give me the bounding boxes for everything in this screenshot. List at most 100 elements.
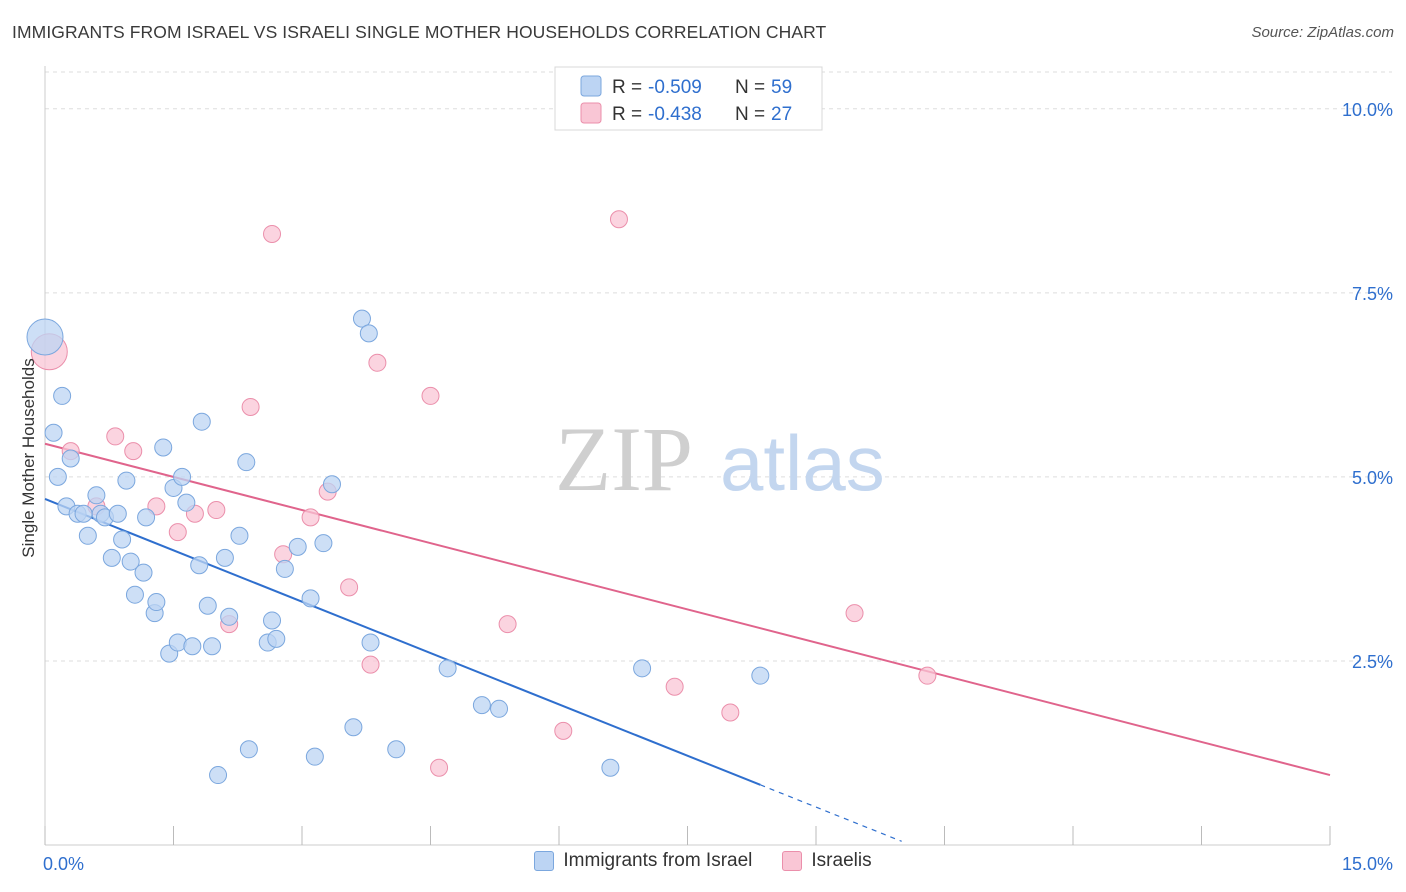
data-point-israel [751, 666, 770, 685]
data-point-israel [209, 766, 228, 785]
trend-line-extension [760, 784, 902, 842]
legend-label-israel: Immigrants from Israel [563, 850, 753, 871]
data-point-israelis [147, 497, 166, 516]
data-point-israel [173, 467, 192, 486]
data-point-israel [288, 537, 307, 556]
data-point-israelis [168, 523, 187, 542]
watermark: ZIP atlas [555, 408, 885, 510]
data-point-israel [26, 318, 64, 356]
data-point-israel [203, 637, 222, 656]
data-point-israel [314, 534, 333, 553]
trend-line [44, 442, 1331, 777]
legend-swatch-israel [534, 851, 555, 871]
legend-r-label: R = [612, 77, 642, 98]
data-point-israel [301, 589, 320, 608]
data-point-israelis [368, 353, 387, 372]
data-point-israelis [207, 501, 226, 520]
data-point-israelis [361, 655, 380, 674]
data-point-israelis [124, 442, 143, 461]
chart-title: IMMIGRANTS FROM ISRAEL VS ISRAELI SINGLE… [12, 22, 827, 42]
legend-n-value: 59 [771, 77, 792, 98]
data-point-israel [183, 637, 202, 656]
data-point-israel [108, 504, 127, 523]
data-point-israel [230, 526, 249, 545]
data-point-israel [147, 593, 166, 612]
legend-swatch-israelis [580, 102, 602, 124]
data-point-israel [190, 556, 209, 575]
data-point-israel [322, 475, 341, 494]
data-point-israel [177, 493, 196, 512]
data-point-israel [305, 747, 324, 766]
data-point-israel [352, 309, 371, 328]
data-point-israel [192, 412, 211, 431]
data-point-israelis [721, 703, 740, 722]
y-axis-label: Single Mother Households [19, 358, 38, 557]
data-point-israelis [665, 677, 684, 696]
data-point-israel [53, 386, 72, 405]
data-point-israel [220, 607, 239, 626]
x-tick-label: 15.0% [1342, 854, 1393, 874]
data-point-israelis [340, 578, 359, 597]
legend-label-israelis: Israelis [811, 850, 872, 871]
y-tick-label: 7.5% [1352, 284, 1393, 304]
watermark-atlas: atlas [720, 419, 885, 507]
data-point-israel [359, 324, 378, 343]
legend-n-label: N = [735, 77, 765, 98]
data-point-israel [263, 611, 282, 630]
data-point-israel [134, 563, 153, 582]
data-point-israel [601, 758, 620, 777]
data-point-israel [78, 526, 97, 545]
correlation-legend: R = -0.509 N = 59 R = -0.438 N = 27 [554, 66, 823, 131]
data-point-israel [387, 740, 406, 759]
trend-layer [44, 442, 1331, 842]
data-point-israel [237, 453, 256, 472]
data-point-israel [113, 530, 132, 549]
data-point-israel [87, 486, 106, 505]
data-point-israelis [241, 397, 260, 416]
data-point-israelis [845, 604, 864, 623]
y-tick-label: 10.0% [1342, 100, 1393, 120]
data-point-israelis [430, 758, 449, 777]
legend-swatch-israelis [782, 851, 803, 871]
grid-layer [45, 71, 1392, 662]
legend-n-value: 27 [771, 104, 792, 125]
legend-item-israelis: Israelis [782, 850, 872, 872]
watermark-zip: ZIP [555, 408, 693, 510]
trend-line [44, 498, 761, 786]
data-point-israelis [918, 666, 937, 685]
data-point-israel [239, 740, 258, 759]
data-point-israel [344, 718, 363, 737]
data-point-israel [117, 471, 136, 490]
data-point-israelis [263, 224, 282, 243]
legend-item-israel: Immigrants from Israel [534, 850, 752, 872]
data-point-israelis [421, 386, 440, 405]
chart-source: Source: ZipAtlas.com [1251, 24, 1394, 41]
legend-r-value: -0.438 [648, 104, 702, 125]
points-layer [26, 210, 937, 785]
legend-r-value: -0.509 [648, 77, 702, 98]
data-point-israelis [498, 615, 517, 634]
data-point-israel [137, 508, 156, 527]
data-point-israel [361, 633, 380, 652]
axis-layer: 2.5% 5.0% 7.5% 10.0% 0.0% 15.0% [43, 66, 1393, 874]
data-point-israel [125, 585, 144, 604]
y-tick-label: 2.5% [1352, 652, 1393, 672]
series-legend: Immigrants from Israel Israelis [0, 850, 1406, 872]
data-point-israel [44, 423, 63, 442]
data-point-israel [490, 699, 509, 718]
data-point-israelis [106, 427, 125, 446]
data-point-israel [275, 559, 294, 578]
legend-n-label: N = [735, 104, 765, 125]
data-point-israel [121, 552, 140, 571]
data-point-israel [198, 596, 217, 615]
data-point-israel [61, 449, 80, 468]
data-point-israel [438, 659, 457, 678]
y-tick-label: 5.0% [1352, 468, 1393, 488]
data-point-israelis [609, 210, 628, 229]
data-point-israel [102, 548, 121, 567]
data-point-israel [633, 659, 652, 678]
data-point-israel [267, 629, 286, 648]
data-point-israel [48, 467, 67, 486]
legend-r-label: R = [612, 104, 642, 125]
